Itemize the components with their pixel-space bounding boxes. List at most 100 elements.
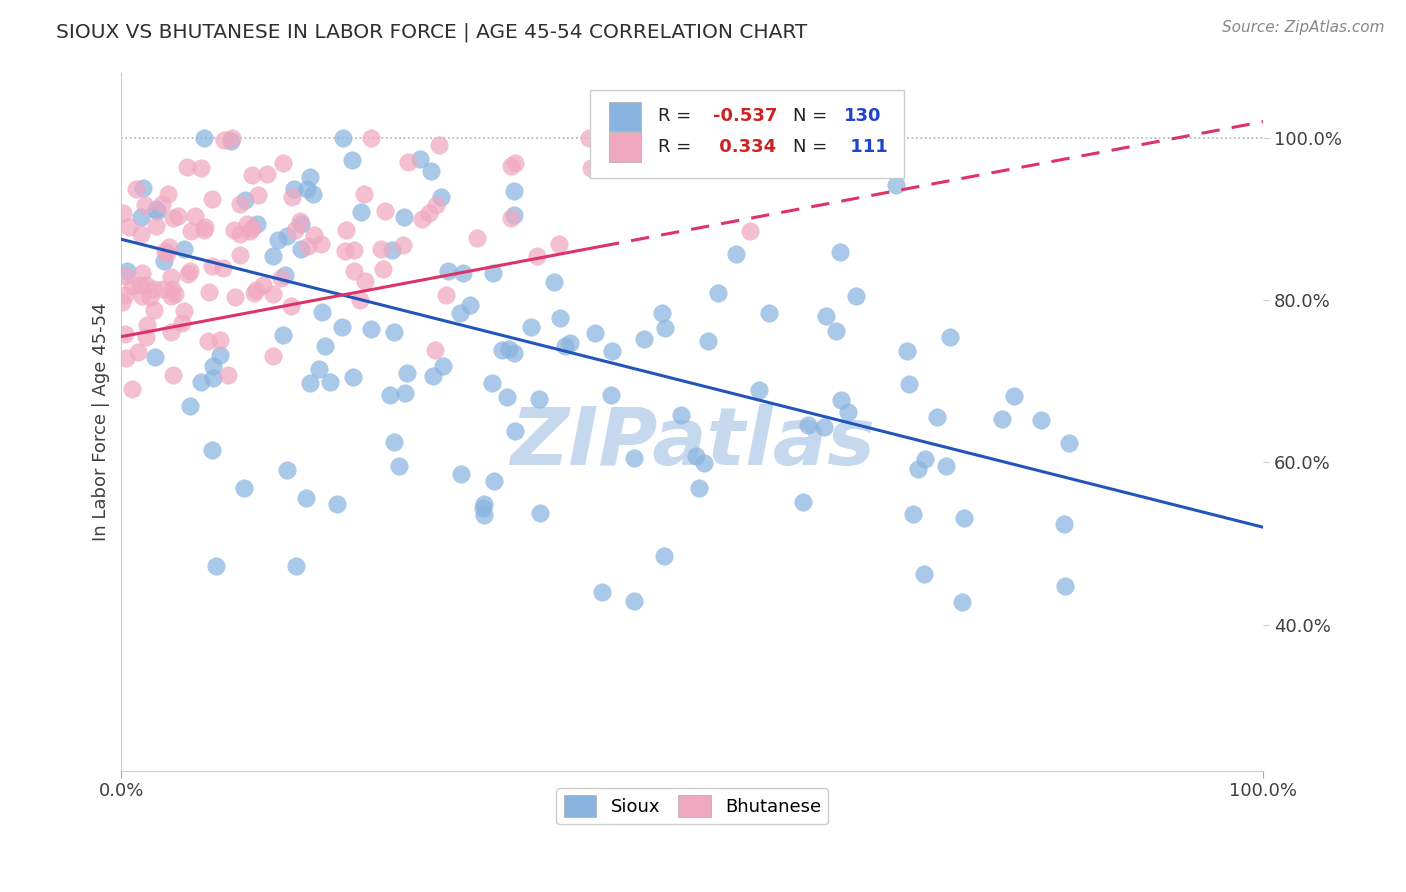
Point xyxy=(654,321,676,335)
Point xyxy=(201,259,224,273)
Point xyxy=(652,549,675,563)
Point xyxy=(145,202,167,216)
Point xyxy=(177,267,200,281)
Point xyxy=(146,203,169,218)
Point xyxy=(381,243,404,257)
Point xyxy=(633,332,655,346)
Point xyxy=(233,193,256,207)
Point xyxy=(579,161,602,175)
Point xyxy=(927,409,949,424)
Point xyxy=(370,242,392,256)
Point xyxy=(145,219,167,233)
Point xyxy=(276,463,298,477)
Text: N =: N = xyxy=(793,138,832,156)
Point xyxy=(499,159,522,173)
Point xyxy=(583,326,606,340)
Point xyxy=(332,131,354,145)
Point xyxy=(430,190,453,204)
Point xyxy=(371,262,394,277)
Point xyxy=(837,405,859,419)
Point xyxy=(792,495,814,509)
Point xyxy=(558,335,581,350)
Point xyxy=(547,236,569,251)
Point xyxy=(314,339,336,353)
Point xyxy=(907,462,929,476)
Point xyxy=(825,324,848,338)
Point xyxy=(201,192,224,206)
Point xyxy=(669,409,692,423)
Point xyxy=(190,161,212,176)
Point xyxy=(247,187,270,202)
Point xyxy=(411,211,433,226)
Point xyxy=(318,376,340,390)
Point xyxy=(647,131,669,145)
Point xyxy=(343,244,366,258)
Text: ZIPatlas: ZIPatlas xyxy=(510,404,875,482)
Point xyxy=(222,223,245,237)
Point xyxy=(157,240,180,254)
Point xyxy=(1054,579,1077,593)
Point xyxy=(217,368,239,383)
Point xyxy=(224,290,246,304)
Point xyxy=(142,282,165,296)
Point xyxy=(285,559,308,574)
Point xyxy=(425,343,447,358)
Point xyxy=(311,237,333,252)
Text: 0.334: 0.334 xyxy=(713,138,776,156)
Point xyxy=(422,369,444,384)
Point xyxy=(392,238,415,252)
Point xyxy=(240,168,263,182)
Point xyxy=(262,349,284,363)
Point xyxy=(724,246,747,260)
Point xyxy=(128,277,150,292)
Point xyxy=(155,244,177,258)
Point xyxy=(503,184,526,198)
Point xyxy=(228,248,250,262)
Point xyxy=(115,351,138,365)
Point xyxy=(434,288,457,302)
Point xyxy=(471,501,494,516)
Point xyxy=(284,222,307,236)
Y-axis label: In Labor Force | Age 45-54: In Labor Force | Age 45-54 xyxy=(93,302,110,541)
Legend: Sioux, Bhutanese: Sioux, Bhutanese xyxy=(557,788,828,824)
Point xyxy=(634,161,657,176)
Point xyxy=(543,275,565,289)
Point xyxy=(194,220,217,235)
Point xyxy=(201,371,224,385)
Text: R =: R = xyxy=(658,107,697,125)
Point xyxy=(394,386,416,401)
Point xyxy=(121,279,143,293)
Point xyxy=(349,293,371,307)
Text: -0.537: -0.537 xyxy=(713,107,778,125)
Point xyxy=(127,345,149,359)
Point xyxy=(114,326,136,341)
Point xyxy=(815,309,838,323)
Point xyxy=(935,458,957,473)
Point xyxy=(623,450,645,465)
Point xyxy=(298,376,321,391)
Point xyxy=(554,339,576,353)
Point xyxy=(152,282,174,296)
Point xyxy=(432,359,454,373)
Point xyxy=(184,210,207,224)
Point xyxy=(1029,413,1052,427)
Point xyxy=(382,434,405,449)
Point xyxy=(240,220,263,235)
Point xyxy=(290,214,312,228)
Point xyxy=(271,156,294,170)
Point xyxy=(170,316,193,330)
Point xyxy=(131,289,153,303)
Point xyxy=(482,266,505,280)
Point xyxy=(526,248,548,262)
Point xyxy=(520,320,543,334)
Point xyxy=(134,198,156,212)
Point xyxy=(162,211,184,226)
Point xyxy=(689,481,711,495)
Point xyxy=(173,242,195,256)
Point xyxy=(110,295,132,310)
Point xyxy=(828,244,851,259)
Point xyxy=(437,264,460,278)
Point xyxy=(131,266,153,280)
Point xyxy=(623,594,645,608)
Point xyxy=(685,449,707,463)
